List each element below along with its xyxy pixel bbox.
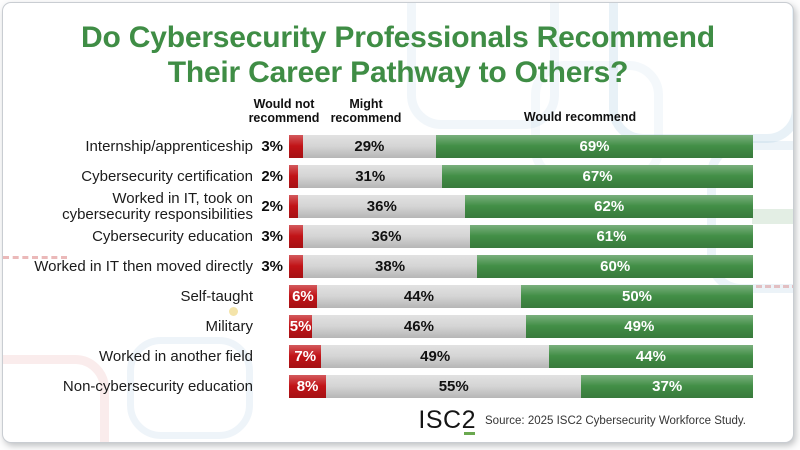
source-text: Source: 2025 ISC2 Cybersecurity Workforc… [485,414,746,427]
segment-value: 69% [579,138,610,155]
stacked-bar: 8% 55% 37% [289,375,754,398]
bar-segment-would: 61% [469,225,754,248]
segment-value: 49% [624,318,655,335]
bar-segment-would-not [289,135,303,158]
bar-segment-would: 50% [521,285,753,308]
bar-segment-would-not [289,225,303,248]
bar-segment-would-not [289,165,299,188]
bar-segment-would: 62% [465,195,754,218]
would-not-value-outside: 2% [261,198,283,215]
bar-segment-would: 49% [525,315,754,338]
stacked-bar: 29% 69% [289,135,753,158]
segment-value: 5% [289,318,312,335]
chart-row: Self-taught 6% 44% 50% [5,285,753,308]
segment-value: 49% [420,348,451,365]
segment-value: 50% [621,288,653,305]
would-not-value-outside: 3% [261,258,283,275]
legend-would-not-recommend: Would not recommend [248,97,320,125]
infographic-card: Do Cybersecurity Professionals Recommend… [2,2,794,443]
segment-value: 67% [582,168,613,185]
segment-value: 55% [438,378,469,395]
stacked-bar: 38% 60% [289,255,753,278]
bar-segment-might: 55% [326,375,582,398]
segment-value: 36% [366,198,397,215]
bar-segment-might: 49% [321,345,550,368]
would-not-value-outside: 3% [261,138,283,155]
stacked-bar: 7% 49% 44% [289,345,754,368]
chart-row: Internship/apprenticeship 3% 29% 69% [5,135,753,158]
chart-row: Worked in another field 7% 49% 44% [5,345,754,368]
bar-segment-might: 29% [302,135,437,158]
row-label: Cybersecurity certification [81,167,253,185]
chart-row: Military 5% 46% 49% [5,315,754,338]
bar-segment-would: 60% [477,255,753,278]
bar-segment-would: 69% [436,135,753,158]
bar-segment-would: 37% [581,375,754,398]
chart-title-line1: Do Cybersecurity Professionals Recommend [81,21,715,54]
segment-value: 31% [355,168,386,185]
legend-might-recommend: Might recommend [330,97,402,125]
bar-segment-would-not [289,195,299,218]
segment-value: 44% [635,348,666,365]
footer: ISC2 Source: 2025 ISC2 Cybersecurity Wor… [418,406,746,435]
legend-would-recommend: Would recommend [523,110,637,124]
chart-row: Worked in IT, took on cybersecurity resp… [5,191,754,222]
row-label: Worked in IT then moved directly [34,257,253,275]
bar-segment-might: 36% [302,225,471,248]
bar-segment-might: 36% [298,195,466,218]
stacked-bar: 31% 67% [289,165,753,188]
segment-value: 62% [594,198,625,215]
segment-value: 38% [375,258,406,275]
bar-segment-might: 46% [312,315,527,338]
isc2-logo: ISC2 [418,406,476,435]
decor-green-band [752,209,793,224]
segment-value: 7% [294,348,317,365]
segment-value: 61% [596,228,627,245]
bar-segment-would-not: 8% [289,375,327,398]
chart-row: Cybersecurity certification 2% 31% 67% [5,165,753,188]
bar-segment-might: 38% [302,255,478,278]
row-label: Internship/apprenticeship [85,137,253,155]
would-not-value-outside: 3% [261,228,283,245]
bar-segment-might: 44% [316,285,522,308]
segment-value: 37% [652,378,683,395]
segment-value: 8% [296,378,319,395]
chart-row: Cybersecurity education 3% 36% 61% [5,225,754,248]
chart-title-line2: Their Career Pathway to Others? [167,56,629,89]
segment-value: 29% [354,138,385,155]
row-label: Military [205,317,254,335]
stacked-bar: 6% 44% 50% [289,285,753,308]
row-label: Self-taught [180,287,253,305]
bar-segment-would-not [289,255,303,278]
chart-rows: Internship/apprenticeship 3% 29% 69% Cyberse… [5,135,754,405]
bar-segment-would-not: 6% [289,285,317,308]
segment-value: 36% [371,228,402,245]
bar-segment-would: 67% [442,165,753,188]
segment-value: 6% [292,288,314,305]
segment-value: 46% [403,318,434,335]
bar-segment-might: 31% [298,165,443,188]
bar-segment-would: 44% [548,345,754,368]
row-label: Non-cybersecurity education [62,377,253,395]
bar-segment-would-not: 5% [289,315,313,338]
bar-segment-would-not: 7% [289,345,322,368]
stacked-bar: 36% 62% [289,195,754,218]
stacked-bar: 36% 61% [289,225,754,248]
chart-row: Worked in IT then moved directly 3% 38% 60% [5,255,753,278]
row-label: Cybersecurity education [92,227,253,245]
chart-row: Non-cybersecurity education 8% 55% 37% [5,375,754,398]
would-not-value-outside: 2% [261,168,283,185]
segment-value: 44% [403,288,434,305]
stacked-bar: 5% 46% 49% [289,315,754,338]
row-label: Worked in IT, took on cybersecurity resp… [62,190,253,223]
chart-title: Do Cybersecurity Professionals Recommend… [3,20,793,90]
segment-value: 60% [600,258,631,275]
row-label: Worked in another field [99,347,253,365]
